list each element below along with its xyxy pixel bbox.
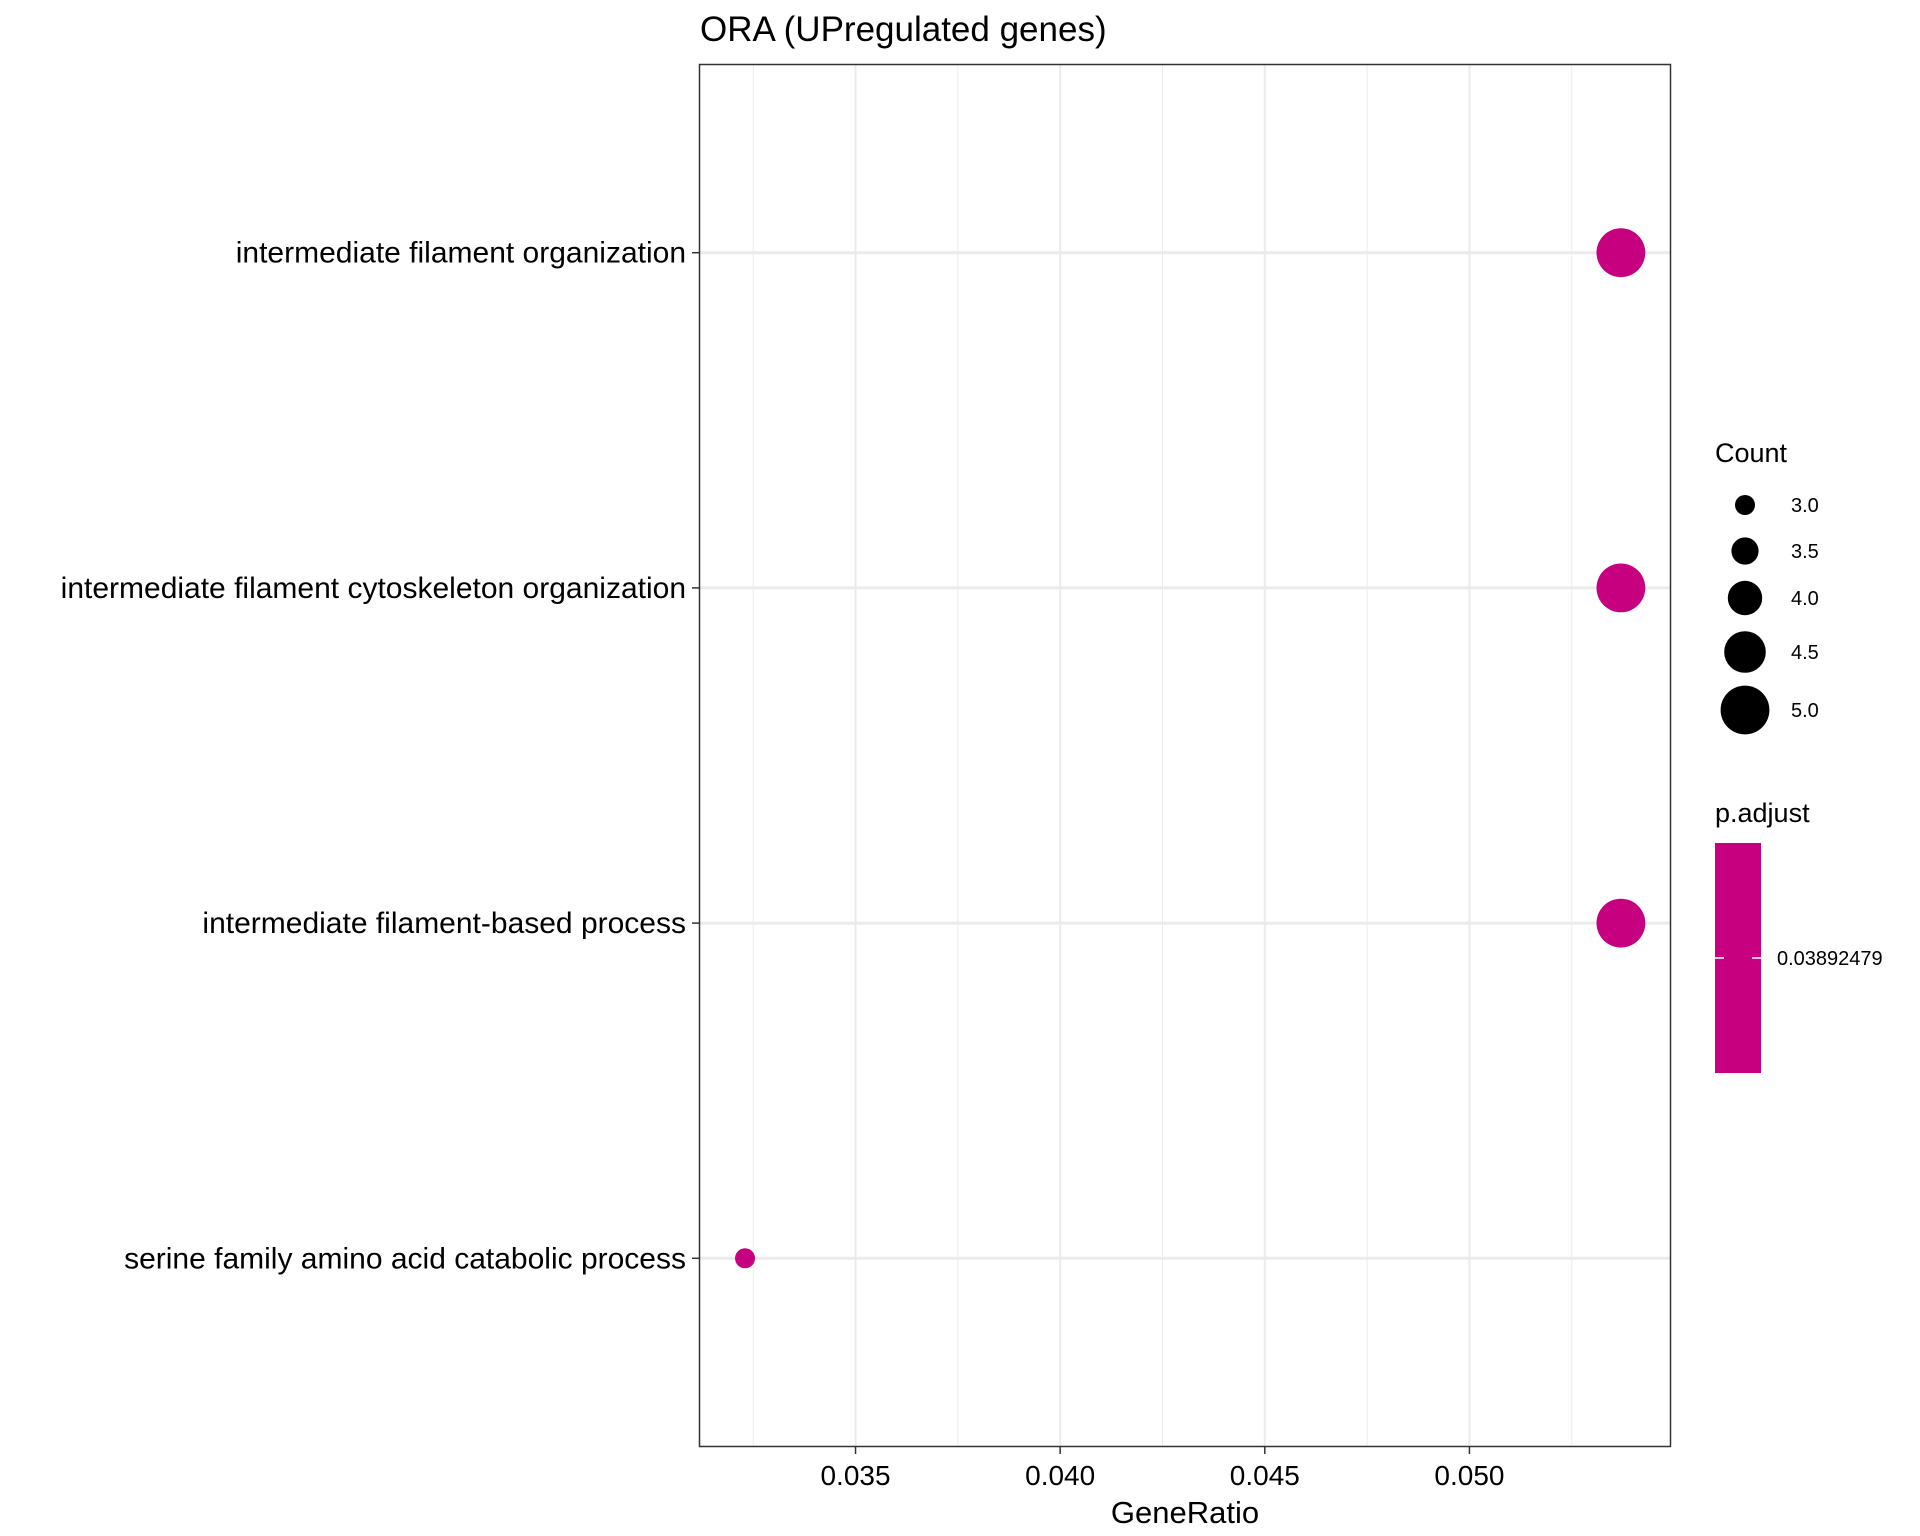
plot-panel-border — [698, 63, 1672, 1448]
y-tick-label: intermediate filament organization — [236, 237, 686, 270]
count-legend-key — [1724, 631, 1766, 673]
x-axis: 0.035 0.040 0.045 0.050 — [820, 1446, 1504, 1491]
y-tick-label: intermediate filament cytoskeleton organ… — [61, 572, 686, 605]
p-adjust-legend-title: p.adjust — [1715, 798, 1810, 828]
x-tick-label: 0.035 — [820, 1460, 890, 1491]
minor-gridlines — [752, 65, 1573, 1446]
data-point — [1596, 228, 1646, 278]
count-legend-label: 3.5 — [1791, 541, 1819, 563]
y-tick-label: serine family amino acid catabolic proce… — [124, 1242, 686, 1275]
data-point — [735, 1248, 756, 1269]
x-tick-label: 0.045 — [1230, 1460, 1300, 1491]
p-adjust-legend: p.adjust 0.03892479 — [1715, 798, 1883, 1073]
count-legend-key — [1720, 685, 1770, 735]
count-legend-key — [1735, 495, 1755, 515]
count-legend-label: 4.5 — [1791, 642, 1819, 664]
data-points — [735, 228, 1646, 1269]
x-tick-label: 0.050 — [1434, 1460, 1504, 1491]
count-legend-label: 4.0 — [1791, 588, 1819, 610]
count-legend-label: 3.0 — [1791, 495, 1819, 517]
count-legend-key — [1731, 537, 1759, 565]
count-legend-key — [1727, 580, 1763, 616]
y-axis: intermediate filament organization interm… — [61, 237, 700, 1275]
count-legend: Count 3.0 3.5 4.0 4.5 5.0 — [1715, 438, 1819, 735]
major-gridlines — [700, 65, 1670, 1446]
chart-title: ORA (UPregulated genes) — [700, 10, 1107, 49]
y-tick-label: intermediate filament-based process — [202, 907, 686, 940]
count-legend-title: Count — [1715, 438, 1788, 468]
data-point — [1596, 898, 1646, 948]
x-tick-label: 0.040 — [1025, 1460, 1095, 1491]
count-legend-label: 5.0 — [1791, 700, 1819, 722]
colorbar-label: 0.03892479 — [1777, 948, 1883, 970]
x-axis-label: GeneRatio — [1111, 1495, 1259, 1530]
data-point — [1596, 563, 1646, 613]
